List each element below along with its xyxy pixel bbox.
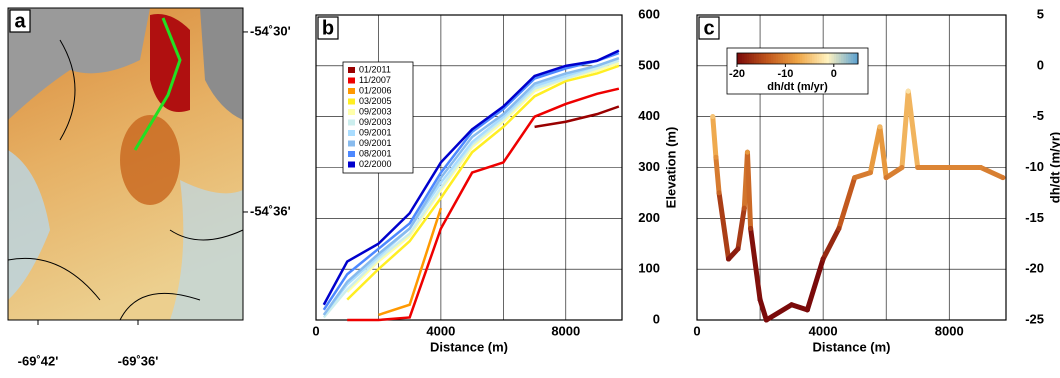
- series-segment: [747, 152, 750, 228]
- point: [710, 114, 715, 119]
- series-segment: [908, 91, 917, 167]
- point: [877, 124, 882, 129]
- legend-swatch: [348, 120, 355, 126]
- colorbar-tick-label: -10: [777, 68, 793, 80]
- point: [742, 206, 747, 211]
- y-tick-label: 600: [638, 6, 660, 21]
- legend-swatch: [348, 88, 355, 94]
- point: [868, 170, 873, 175]
- point: [726, 257, 731, 262]
- series-segment: [981, 168, 1003, 178]
- y-tick-label: 0: [1037, 57, 1044, 72]
- point: [1000, 175, 1005, 180]
- point: [713, 155, 718, 160]
- x-tick-label: 4000: [426, 323, 455, 338]
- y-tick-label: 0: [653, 311, 660, 326]
- y-tick-label: -25: [1025, 311, 1044, 326]
- y-tick-label: -54˚36': [250, 203, 291, 218]
- x-tick-label: 0: [312, 323, 319, 338]
- series-segment: [880, 127, 886, 178]
- point: [805, 307, 810, 312]
- y-tick-label: -54˚30': [250, 23, 291, 38]
- x-tick-label: 8000: [935, 323, 964, 338]
- figure: -69˚42'-69˚36'-54˚30'-54˚36'a04000800001…: [0, 0, 1060, 378]
- y-tick-label: 400: [638, 108, 660, 123]
- legend-label: 01/2006: [359, 85, 392, 95]
- point: [899, 165, 904, 170]
- point: [906, 89, 911, 94]
- x-tick-label: -69˚36': [118, 353, 159, 368]
- legend-label: 11/2007: [359, 75, 391, 85]
- point: [978, 165, 983, 170]
- point: [764, 318, 769, 323]
- series-segment: [807, 259, 823, 310]
- colorbar-tick-label: -20: [729, 68, 745, 80]
- series-segment: [839, 178, 855, 229]
- x-tick-label: 0: [693, 323, 700, 338]
- y-tick-label: -15: [1025, 210, 1044, 225]
- legend-label: 02/2000: [359, 159, 392, 169]
- legend: 01/201111/200701/200603/200509/200309/20…: [343, 62, 413, 173]
- point: [758, 297, 763, 302]
- panel-label: c: [703, 17, 714, 39]
- legend-swatch: [348, 162, 355, 168]
- point: [836, 226, 841, 231]
- point: [947, 165, 952, 170]
- y-tick-label: 200: [638, 210, 660, 225]
- legend-label: 09/2003: [359, 106, 392, 116]
- y-axis-label: dh/dt (m/yr): [1047, 132, 1060, 204]
- legend-label: 09/2001: [359, 127, 392, 137]
- series-segment: [716, 157, 719, 193]
- series-segment: [713, 117, 716, 158]
- legend-swatch: [348, 141, 355, 147]
- legend-swatch: [348, 99, 355, 105]
- series-segment: [823, 229, 839, 260]
- point: [717, 190, 722, 195]
- x-tick-label: 8000: [551, 323, 580, 338]
- y-axis-label: Elevation (m): [663, 127, 678, 209]
- point: [915, 165, 920, 170]
- y-tick-label: 100: [638, 261, 660, 276]
- series-segment: [760, 300, 766, 320]
- point: [821, 257, 826, 262]
- x-axis-label: Distance (m): [812, 339, 890, 354]
- legend-swatch: [348, 109, 355, 115]
- series-segment: [719, 193, 728, 259]
- x-axis-label: Distance (m): [430, 339, 508, 354]
- y-tick-label: -20: [1025, 261, 1044, 276]
- legend-label: 01/2011: [359, 64, 391, 74]
- legend-label: 08/2001: [359, 148, 392, 158]
- y-tick-label: -5: [1032, 108, 1044, 123]
- legend-swatch: [348, 67, 355, 73]
- series-segment: [886, 168, 902, 178]
- legend-swatch: [348, 130, 355, 136]
- point: [735, 246, 740, 251]
- y-tick-label: 5: [1037, 6, 1044, 21]
- point: [748, 226, 753, 231]
- page: {"chart_data": [ {"type": "map", "label"…: [0, 0, 1060, 378]
- y-tick-label: 500: [638, 57, 660, 72]
- series-segment: [738, 208, 744, 249]
- x-tick-label: 4000: [809, 323, 838, 338]
- point: [789, 302, 794, 307]
- legend-label: 09/2003: [359, 117, 392, 127]
- legend-swatch: [348, 151, 355, 157]
- point: [884, 175, 889, 180]
- colorbar-label: dh/dt (m/yr): [767, 81, 828, 93]
- series-segment: [766, 305, 791, 320]
- legend-label: 03/2005: [359, 96, 392, 106]
- series-segment: [751, 229, 760, 300]
- colorbar-tick-label: 0: [831, 68, 837, 80]
- point: [745, 150, 750, 155]
- panel-label: a: [14, 10, 26, 32]
- point: [852, 175, 857, 180]
- y-tick-label: -10: [1025, 159, 1044, 174]
- map-image: [8, 8, 243, 320]
- y-tick-label: 300: [638, 159, 660, 174]
- panel-label: b: [322, 17, 334, 39]
- legend-swatch: [348, 78, 355, 84]
- legend-label: 09/2001: [359, 138, 392, 148]
- x-tick-label: -69˚42': [18, 353, 59, 368]
